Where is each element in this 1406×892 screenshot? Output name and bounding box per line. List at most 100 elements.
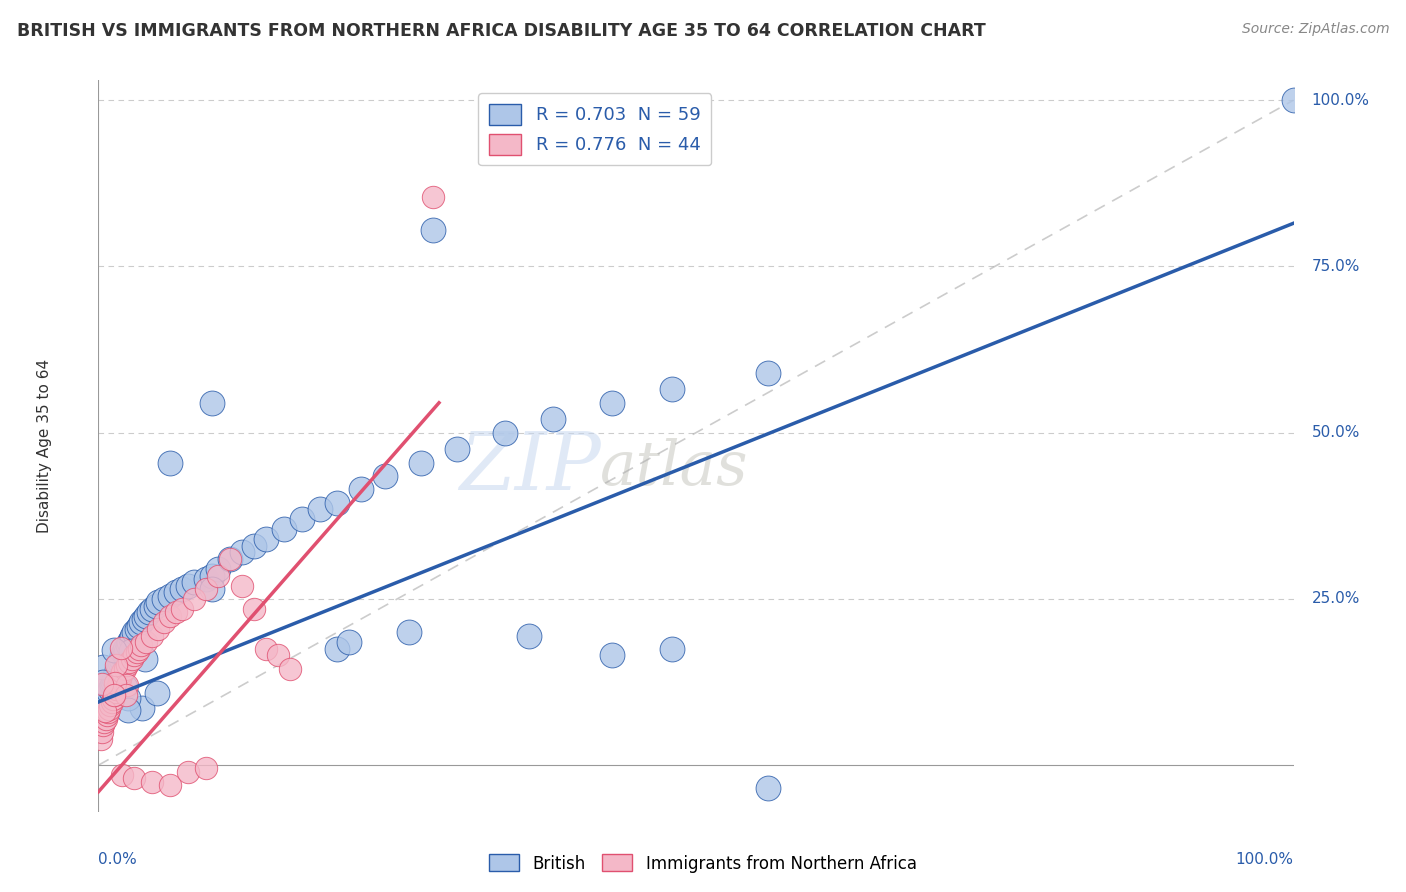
Point [117, 703, 139, 717]
Point [96, 708, 118, 723]
Point [207, 568, 229, 582]
Point [138, 605, 160, 619]
Point [94, 705, 117, 719]
Point [101, 675, 124, 690]
Point [115, 678, 138, 692]
Point [326, 495, 349, 509]
Text: atlas: atlas [600, 438, 749, 498]
Point [134, 651, 156, 665]
Point [128, 618, 150, 632]
Point [339, 635, 361, 649]
Point [107, 658, 129, 673]
Point [159, 456, 181, 470]
Legend: British, Immigrants from Northern Africa: British, Immigrants from Northern Africa [482, 847, 924, 880]
Point [165, 585, 187, 599]
Point [254, 532, 277, 546]
Point [201, 568, 224, 582]
Point [105, 658, 128, 673]
Text: Source: ZipAtlas.com: Source: ZipAtlas.com [1241, 22, 1389, 37]
Point [103, 689, 125, 703]
Point [128, 641, 150, 656]
Point [117, 639, 139, 653]
Text: Disability Age 35 to 64: Disability Age 35 to 64 [37, 359, 52, 533]
Point [94, 712, 117, 726]
Point [207, 562, 229, 576]
Point [411, 456, 433, 470]
Point [103, 643, 125, 657]
Point [115, 645, 138, 659]
Point [183, 591, 205, 606]
Text: ZIP: ZIP [458, 429, 600, 507]
Point [110, 668, 132, 682]
Point [114, 680, 136, 694]
Point [231, 579, 253, 593]
Point [131, 615, 153, 630]
Point [177, 579, 200, 593]
Point [110, 652, 132, 666]
Point [602, 648, 624, 663]
Point [541, 412, 564, 426]
Point [422, 223, 444, 237]
Point [98, 698, 122, 713]
Point [141, 774, 163, 789]
Point [98, 701, 121, 715]
Point [159, 608, 181, 623]
Point [114, 641, 136, 656]
Point [661, 383, 683, 397]
Point [1282, 93, 1305, 107]
Point [110, 641, 132, 656]
Point [148, 595, 170, 609]
Point [267, 648, 290, 663]
Point [108, 655, 131, 669]
Point [107, 678, 129, 692]
Point [135, 635, 157, 649]
Point [124, 772, 146, 786]
Point [103, 672, 125, 686]
Point [243, 539, 266, 553]
Point [219, 552, 242, 566]
Point [131, 700, 153, 714]
Point [105, 665, 128, 679]
Point [159, 778, 181, 792]
Point [120, 632, 142, 646]
Point [148, 622, 170, 636]
Point [172, 602, 194, 616]
Point [100, 695, 122, 709]
Point [111, 648, 134, 663]
Point [114, 662, 136, 676]
Text: 50.0%: 50.0% [1312, 425, 1360, 440]
Point [141, 628, 163, 642]
Point [93, 695, 115, 709]
Point [291, 512, 314, 526]
Point [124, 648, 146, 663]
Point [104, 685, 127, 699]
Point [103, 689, 125, 703]
Point [254, 641, 277, 656]
Point [111, 665, 134, 679]
Point [756, 781, 779, 796]
Point [374, 469, 396, 483]
Text: 0.0%: 0.0% [98, 852, 138, 867]
Point [172, 582, 194, 596]
Point [118, 655, 141, 669]
Point [141, 602, 163, 616]
Point [183, 575, 205, 590]
Text: BRITISH VS IMMIGRANTS FROM NORTHERN AFRICA DISABILITY AGE 35 TO 64 CORRELATION C: BRITISH VS IMMIGRANTS FROM NORTHERN AFRI… [17, 22, 986, 40]
Point [201, 396, 224, 410]
Point [111, 768, 134, 782]
Point [661, 641, 683, 656]
Point [195, 762, 218, 776]
Point [132, 612, 155, 626]
Text: 75.0%: 75.0% [1312, 259, 1360, 274]
Point [125, 622, 148, 636]
Point [98, 681, 122, 696]
Point [97, 689, 120, 703]
Point [121, 628, 143, 642]
Point [90, 731, 112, 746]
Point [100, 678, 122, 692]
Point [91, 718, 114, 732]
Point [145, 599, 167, 613]
Point [165, 605, 187, 619]
Point [602, 396, 624, 410]
Point [93, 714, 115, 729]
